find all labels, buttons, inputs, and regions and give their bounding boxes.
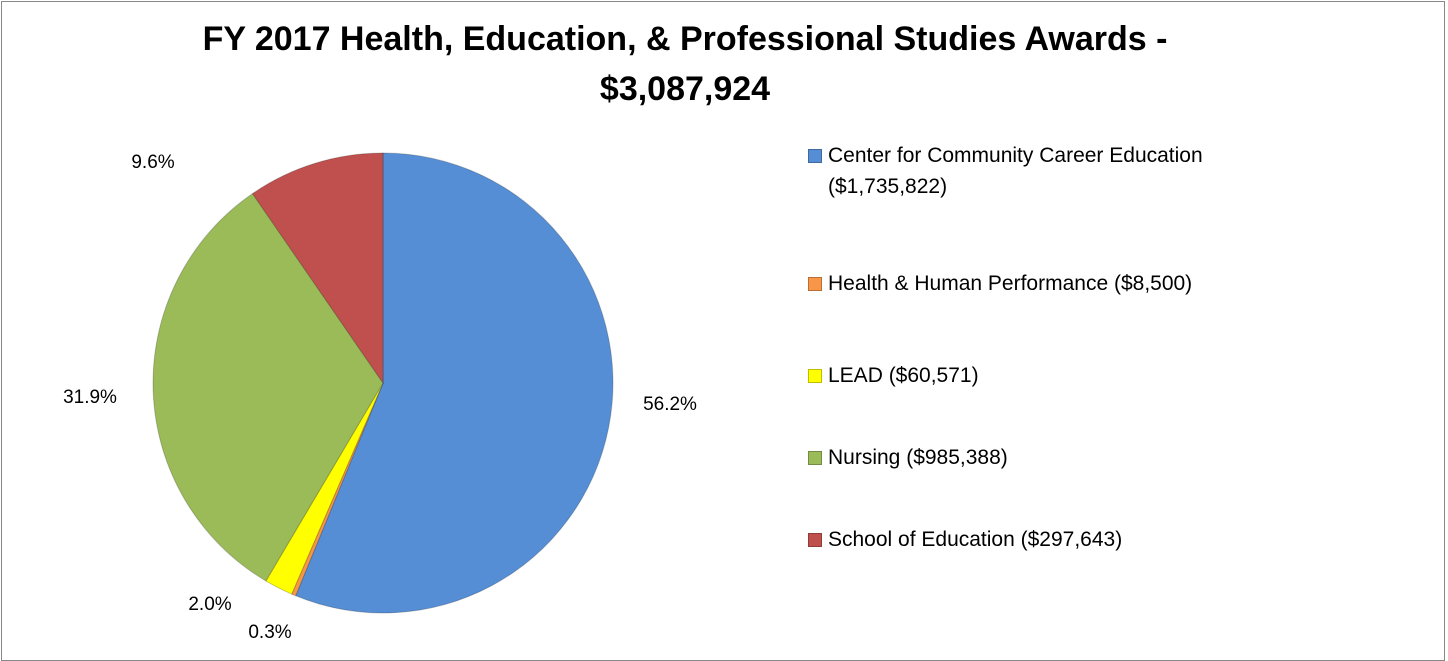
chart: 56.2% 0.3% 2.0% 31.9% 9.6%	[63, 152, 697, 643]
legend-label: School of Education ($297,643)	[828, 528, 1123, 551]
data-label: 9.6%	[131, 152, 174, 173]
data-label: 2.0%	[188, 594, 231, 615]
legend-label: LEAD ($60,571)	[828, 364, 979, 387]
legend-item: Health & Human Performance ($8,500)	[808, 268, 1328, 299]
legend-label: Nursing ($985,388)	[828, 446, 1008, 469]
legend-swatch	[808, 369, 822, 383]
legend-item: School of Education ($297,643)	[808, 524, 1328, 555]
legend-swatch	[808, 451, 822, 465]
pie-slice	[251, 152, 384, 385]
legend-swatch	[808, 533, 822, 547]
legend-item: LEAD ($60,571)	[808, 360, 1328, 391]
data-label: 56.2%	[643, 394, 697, 415]
legend-swatch	[808, 277, 822, 291]
chart-title: FY 2017 Health, Education, & Professiona…	[202, 20, 1168, 108]
legend-label: Center for Community Career Education ($…	[828, 144, 1203, 198]
legend-swatch	[808, 149, 822, 163]
pie-slice	[152, 192, 384, 582]
legend-item: Nursing ($985,388)	[808, 442, 1328, 473]
data-label: 0.3%	[248, 622, 291, 643]
legend-label: Health & Human Performance ($8,500)	[828, 272, 1193, 295]
legend-item: Center for Community Career Education ($…	[808, 140, 1328, 202]
data-label: 31.9%	[63, 387, 117, 408]
pie-slice	[265, 382, 384, 595]
pie-slice	[290, 382, 384, 597]
pie-slice	[294, 152, 614, 614]
